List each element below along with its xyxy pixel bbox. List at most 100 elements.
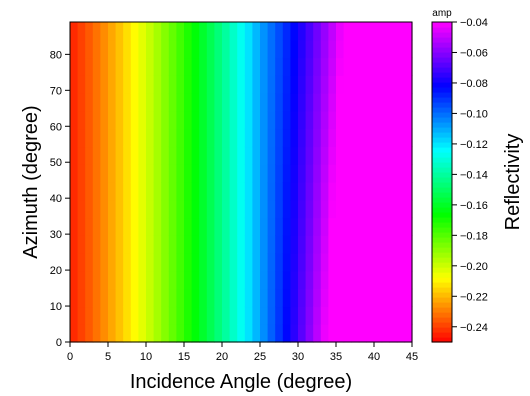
colorbar-segment bbox=[432, 162, 452, 168]
heatmap-cell bbox=[396, 57, 405, 76]
heatmap-cell bbox=[298, 306, 307, 325]
heatmap-cell bbox=[313, 306, 322, 325]
heatmap-cell bbox=[358, 306, 367, 325]
heatmap-cell bbox=[229, 39, 238, 59]
y-tick-label: 40 bbox=[50, 193, 62, 205]
heatmap-cell bbox=[138, 235, 147, 254]
heatmap-cell bbox=[404, 164, 413, 183]
heatmap-cell bbox=[229, 93, 238, 112]
heatmap-cell bbox=[168, 93, 177, 112]
heatmap-cell bbox=[214, 146, 223, 165]
heatmap-cell bbox=[153, 217, 162, 236]
heatmap-cell bbox=[184, 270, 193, 290]
heatmap-cell bbox=[237, 22, 246, 41]
heatmap-cell bbox=[275, 288, 284, 308]
heatmap-cell bbox=[290, 199, 299, 219]
heatmap-cell bbox=[298, 128, 307, 148]
heatmap-cell bbox=[381, 110, 390, 130]
heatmap-cell bbox=[343, 288, 352, 308]
heatmap-cell bbox=[130, 39, 139, 59]
heatmap-cell bbox=[290, 288, 299, 308]
heatmap-cell bbox=[298, 110, 307, 130]
heatmap-cell bbox=[374, 128, 383, 148]
heatmap-cell bbox=[229, 235, 238, 254]
heatmap-cell bbox=[343, 57, 352, 76]
heatmap-cell bbox=[252, 39, 261, 59]
heatmap-cell bbox=[389, 146, 398, 165]
heatmap-cell bbox=[351, 93, 360, 112]
heatmap-cell bbox=[123, 128, 132, 148]
heatmap-cell bbox=[214, 270, 223, 290]
heatmap-cell bbox=[320, 199, 329, 219]
heatmap-cell bbox=[184, 235, 193, 254]
heatmap-cell bbox=[404, 93, 413, 112]
heatmap-cell bbox=[146, 22, 155, 41]
heatmap-cell bbox=[320, 182, 329, 201]
colorbar-segment bbox=[432, 117, 452, 123]
heatmap-cell bbox=[328, 253, 337, 272]
heatmap-cell bbox=[168, 270, 177, 290]
heatmap-cell bbox=[77, 75, 86, 94]
heatmap-cell bbox=[404, 253, 413, 272]
heatmap-cell bbox=[108, 22, 117, 41]
heatmap-cell bbox=[176, 39, 185, 59]
colorbar-segment bbox=[432, 177, 452, 183]
heatmap-cell bbox=[130, 253, 139, 272]
heatmap-cell bbox=[100, 199, 109, 219]
heatmap-cell bbox=[70, 93, 79, 112]
heatmap-cell bbox=[351, 270, 360, 290]
heatmap-cell bbox=[381, 93, 390, 112]
heatmap-cell bbox=[206, 270, 215, 290]
heatmap-cell bbox=[85, 146, 94, 165]
heatmap-cell bbox=[153, 110, 162, 130]
colorbar-segment bbox=[432, 207, 452, 213]
heatmap-cell bbox=[100, 75, 109, 94]
heatmap-cell bbox=[396, 39, 405, 59]
heatmap-cell bbox=[146, 146, 155, 165]
colorbar-tick-label: −0.16 bbox=[460, 200, 488, 212]
heatmap-cell bbox=[267, 324, 276, 343]
colorbar-segment bbox=[432, 97, 452, 103]
heatmap-cell bbox=[244, 93, 253, 112]
heatmap-cell bbox=[290, 75, 299, 94]
heatmap-cell bbox=[115, 324, 124, 343]
heatmap-cell bbox=[366, 22, 375, 41]
heatmap-cell bbox=[374, 217, 383, 236]
heatmap-cell bbox=[229, 199, 238, 219]
heatmap-cell bbox=[199, 253, 208, 272]
heatmap-cell bbox=[343, 253, 352, 272]
heatmap-cell bbox=[358, 217, 367, 236]
heatmap-cell bbox=[351, 128, 360, 148]
heatmap-cell bbox=[313, 146, 322, 165]
colorbar-segment bbox=[432, 287, 452, 293]
heatmap-cell bbox=[146, 324, 155, 343]
heatmap-cell bbox=[396, 306, 405, 325]
heatmap-cell bbox=[191, 164, 200, 183]
heatmap-cell bbox=[252, 57, 261, 76]
heatmap-cell bbox=[85, 324, 94, 343]
heatmap-cell bbox=[320, 324, 329, 343]
heatmap-cell bbox=[336, 22, 345, 41]
heatmap-cell bbox=[199, 128, 208, 148]
heatmap-cell bbox=[358, 39, 367, 59]
y-tick-label: 60 bbox=[50, 121, 62, 133]
heatmap-cell bbox=[161, 22, 170, 41]
heatmap-cell bbox=[130, 75, 139, 94]
heatmap-cell bbox=[206, 146, 215, 165]
heatmap-cell bbox=[290, 182, 299, 201]
colorbar-segment bbox=[432, 137, 452, 143]
heatmap-cell bbox=[275, 75, 284, 94]
heatmap-cell bbox=[168, 217, 177, 236]
heatmap-cell bbox=[343, 39, 352, 59]
heatmap-cell bbox=[108, 93, 117, 112]
heatmap-cell bbox=[404, 39, 413, 59]
heatmap-cell bbox=[92, 217, 101, 236]
colorbar-segment bbox=[432, 107, 452, 113]
colorbar-segment bbox=[432, 77, 452, 83]
heatmap-cell bbox=[336, 39, 345, 59]
heatmap-cell bbox=[77, 22, 86, 41]
heatmap-cell bbox=[320, 270, 329, 290]
heatmap-cell bbox=[320, 253, 329, 272]
heatmap-cell bbox=[146, 270, 155, 290]
